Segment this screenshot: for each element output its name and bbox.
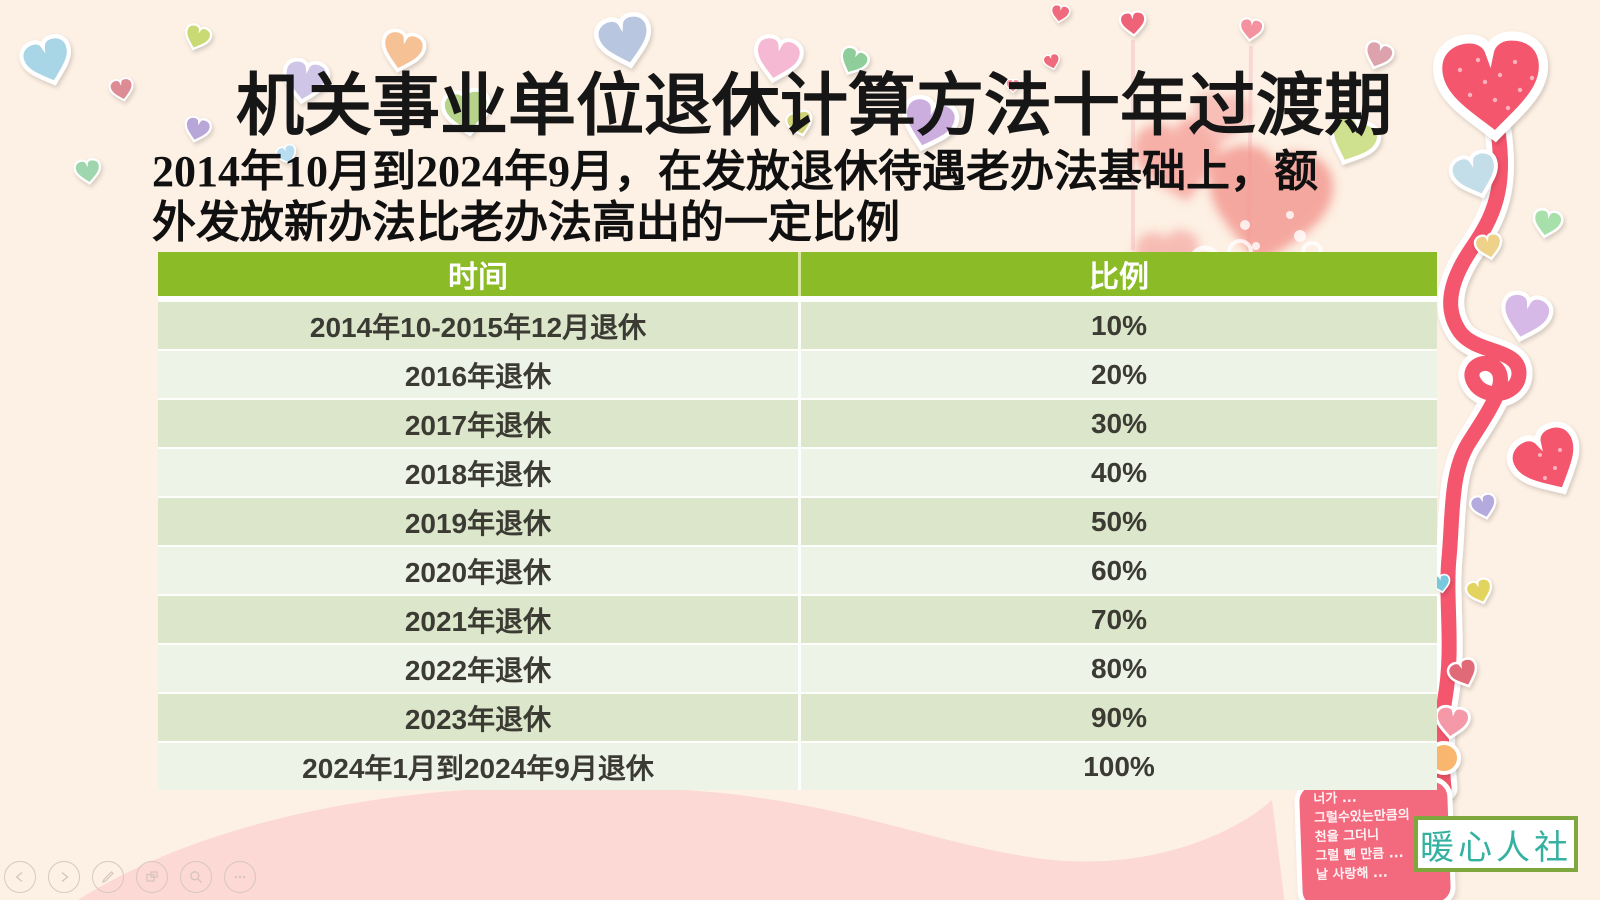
subtitle-line-1: 2014年10月到2024年9月，在发放退休待遇老办法基础上，额	[152, 147, 1318, 196]
table-row: 2017年退休 30%	[158, 400, 1437, 447]
table-row: 2024年1月到2024年9月退休 100%	[158, 743, 1437, 790]
time-cell: 2019年退休	[404, 507, 552, 539]
pink-wave	[77, 785, 1285, 900]
time-cell: 2023年退休	[404, 703, 552, 735]
slides-panel-icon	[146, 871, 158, 882]
ratio-cell: 60%	[798, 547, 1437, 594]
time-cell: 2017年退休	[404, 409, 552, 441]
prev-arrow-icon	[15, 871, 23, 883]
ratio-cell: 50%	[798, 498, 1437, 545]
ratio-cell: 100%	[798, 743, 1437, 790]
ratio-cell: 30%	[798, 400, 1437, 447]
table-header-ratio: 比例	[798, 252, 1437, 296]
table-row: 2016年退休 20%	[158, 351, 1437, 398]
table-row: 2023年退休 90%	[158, 694, 1437, 741]
pen-icon	[101, 871, 114, 884]
table-row: 2018年退休 40%	[158, 449, 1437, 496]
ratio-cell: 90%	[798, 694, 1437, 741]
table-row: 2014年10-2015年12月退休 10%	[158, 302, 1437, 349]
time-cell: 2018年退休	[404, 458, 552, 490]
next-slide-button[interactable]	[48, 861, 80, 893]
magnifier-icon	[190, 871, 202, 883]
time-cell: 2016年退休	[404, 360, 552, 392]
zoom-button[interactable]	[180, 861, 212, 893]
more-options-button[interactable]	[224, 861, 256, 893]
ratio-cell: 20%	[798, 351, 1437, 398]
heart-flower-stem	[1428, 104, 1533, 802]
ratio-cell: 40%	[798, 449, 1437, 496]
time-cell: 2014年10-2015年12月退休	[309, 311, 647, 343]
transition-ratio-table: 时间 比例 2014年10-2015年12月退休 10% 2016年退休 20% 201…	[158, 252, 1437, 790]
time-cell: 2020年退休	[404, 556, 552, 588]
watermark-text: 暖心人社	[1420, 829, 1572, 867]
watermark-logo: 暖心人社	[1414, 816, 1578, 872]
ratio-cell: 70%	[798, 596, 1437, 643]
ratio-cell: 10%	[798, 302, 1437, 349]
table-header-time: 时间	[448, 261, 508, 294]
slide-title: 机关事业单位退休计算方法十年过渡期	[236, 68, 1393, 144]
pen-tool-button[interactable]	[92, 861, 124, 893]
table-row: 2022年退休 80%	[158, 645, 1437, 692]
table-row: 2019年退休 50%	[158, 498, 1437, 545]
table-row: 2020年退休 60%	[158, 547, 1437, 594]
heart-speckles	[1457, 57, 1562, 480]
time-cell: 2022年退休	[404, 654, 552, 686]
ratio-cell: 80%	[798, 645, 1437, 692]
ellipsis-icon	[234, 875, 246, 879]
slide-subtitle: 2014年10月到2024年9月，在发放退休待遇老办法基础上，额 外发放新办法比…	[152, 146, 1318, 248]
subtitle-line-2: 外发放新办法比老办法高出的一定比例	[152, 198, 900, 247]
prev-slide-button[interactable]	[4, 861, 36, 893]
time-cell: 2024年1月到2024年9月退休	[302, 752, 654, 784]
table-row: 2021年退休 70%	[158, 596, 1437, 643]
table-header-row: 时间 比例	[158, 252, 1437, 296]
next-arrow-icon	[61, 871, 69, 883]
time-cell: 2021年退休	[404, 605, 552, 637]
slides-panel-button[interactable]	[136, 861, 168, 893]
table-body: 2014年10-2015年12月退休 10% 2016年退休 20% 2017年退休 30…	[158, 302, 1437, 790]
